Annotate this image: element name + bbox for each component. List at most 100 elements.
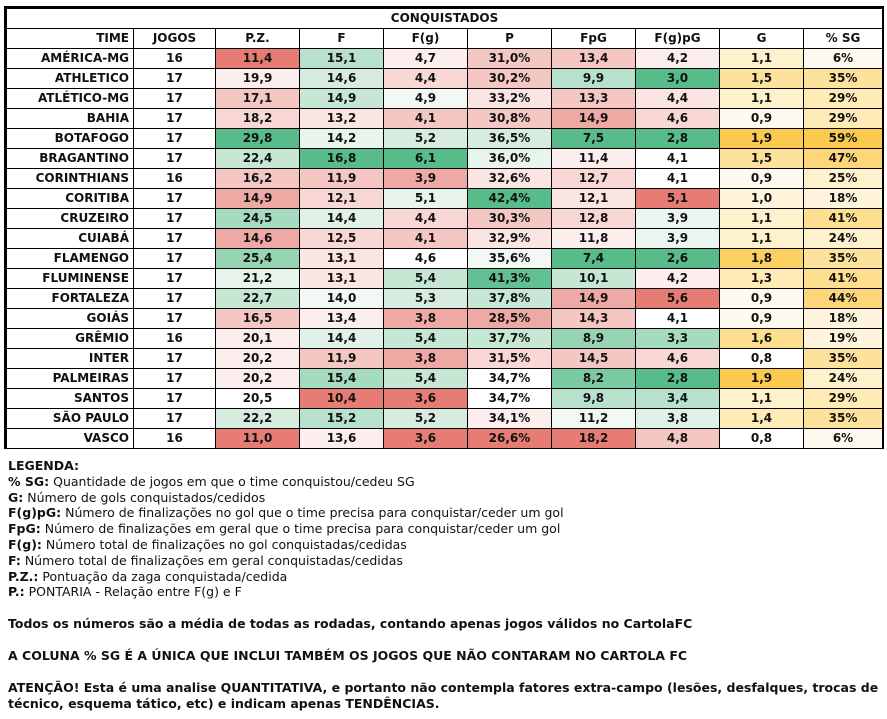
legend-description: PONTARIA - Relação entre F(g) e F xyxy=(24,584,242,600)
legend-key: % SG: xyxy=(8,473,50,489)
table-title: CONQUISTADOS xyxy=(5,8,884,29)
table-cell: 14,9 xyxy=(215,188,300,209)
legend-description: Número total de finalizações no gol conq… xyxy=(41,536,407,552)
table-cell: 13,4 xyxy=(551,48,636,69)
table-cell: 0,9 xyxy=(719,288,804,309)
team-name-cell: CORITIBA xyxy=(6,188,134,209)
table-cell: 22,7 xyxy=(215,288,300,309)
team-name-cell: INTER xyxy=(6,348,134,369)
table-cell: 13,3 xyxy=(551,88,636,109)
table-row: SANTOS 17 20,5 10,4 3,6 34,7% 9,8 3,4 1,1 29% xyxy=(6,388,884,409)
column-header: P xyxy=(467,28,552,49)
table-cell: 17 xyxy=(133,128,216,149)
table-cell: 28,5% xyxy=(467,308,552,329)
table-cell: 1,4 xyxy=(719,408,804,429)
legend-key: F(g): xyxy=(8,536,42,552)
legend-description: Número de finalizações no gol que o time… xyxy=(61,505,564,521)
note-averages: Todos os números são a média de todas as… xyxy=(8,616,693,632)
table-cell: 4,1 xyxy=(635,168,720,189)
legend-description: Número de gols conquistados/cedidos xyxy=(23,489,266,505)
table-cell: 8,9 xyxy=(551,328,636,349)
table-cell: 5,2 xyxy=(383,128,468,149)
team-name-cell: FLUMINENSE xyxy=(6,268,134,289)
table-cell: 20,1 xyxy=(215,328,300,349)
table-cell: 30,3% xyxy=(467,208,552,229)
table-cell: 3,8 xyxy=(635,408,720,429)
table-cell: 6% xyxy=(802,48,884,69)
table-cell: 18,2 xyxy=(551,428,636,449)
table-cell: 47% xyxy=(802,148,884,169)
table-cell: 21,2 xyxy=(215,268,300,289)
note-sg-column: A COLUNA % SG É A ÚNICA QUE INCLUI TAMBÉ… xyxy=(8,648,688,664)
table-cell: 8,2 xyxy=(551,368,636,389)
table-cell: 0,9 xyxy=(719,168,804,189)
table-cell: 29% xyxy=(802,88,884,109)
table-cell: 20,5 xyxy=(215,388,300,409)
table-cell: 13,1 xyxy=(299,268,384,289)
table-cell: 18% xyxy=(802,308,884,329)
table-cell: 11,9 xyxy=(299,168,384,189)
table-cell: 5,4 xyxy=(383,368,468,389)
table-cell: 35% xyxy=(802,68,884,89)
table-cell: 3,6 xyxy=(383,388,468,409)
legend-key: P.: xyxy=(8,584,25,600)
table-cell: 41% xyxy=(802,268,884,289)
table-cell: 16 xyxy=(133,48,216,69)
table-cell: 16,2 xyxy=(215,168,300,189)
table-cell: 17 xyxy=(133,228,216,249)
table-cell: 0,9 xyxy=(719,308,804,329)
table-cell: 12,5 xyxy=(299,228,384,249)
table-cell: 18% xyxy=(802,188,884,209)
column-header: % SG xyxy=(802,28,884,49)
table-cell: 14,6 xyxy=(299,68,384,89)
legend-item: F(g)pG: Número de finalizações no gol qu… xyxy=(8,505,880,521)
table-cell: 15,4 xyxy=(299,368,384,389)
column-header: F(g) xyxy=(383,28,468,49)
table-cell: 17 xyxy=(133,388,216,409)
table-cell: 34,7% xyxy=(467,388,552,409)
table-row: ATHLETICO 17 19,9 14,6 4,4 30,2% 9,9 3,0 1,5 35% xyxy=(6,68,884,89)
table-cell: 12,8 xyxy=(551,208,636,229)
table-cell: 14,9 xyxy=(299,88,384,109)
table-cell: 4,1 xyxy=(635,148,720,169)
table-row: CORINTHIANS 16 16,2 11,9 3,9 32,6% 12,7 4,1 0,9 2… xyxy=(6,168,884,189)
legend-item: FpG: Número de finalizações em geral que… xyxy=(8,521,880,537)
table-row: GOIÁS 17 16,5 13,4 3,8 28,5% 14,3 4,1 0,9 18% xyxy=(6,308,884,329)
table-cell: 29% xyxy=(802,108,884,129)
table-cell: 1,9 xyxy=(719,368,804,389)
stats-table: CONQUISTADOS TIME JOGOS P.Z. F F(g) P FpG F(g)p… xyxy=(5,8,884,449)
legend-description: Quantidade de jogos em que o time conqui… xyxy=(49,473,415,489)
table-cell: 5,2 xyxy=(383,408,468,429)
table-cell: 1,8 xyxy=(719,248,804,269)
table-cell: 14,5 xyxy=(551,348,636,369)
table-cell: 59% xyxy=(802,128,884,149)
table-cell: 24,5 xyxy=(215,208,300,229)
table-cell: 0,8 xyxy=(719,348,804,369)
table-cell: 16 xyxy=(133,428,216,449)
team-name-cell: CRUZEIRO xyxy=(6,208,134,229)
column-header: G xyxy=(719,28,804,49)
table-cell: 17 xyxy=(133,208,216,229)
legend-item: P.Z.: Pontuação da zaga conquistada/cedi… xyxy=(8,569,880,585)
legend-key: P.Z.: xyxy=(8,568,39,584)
legend-item: G: Número de gols conquistados/cedidos xyxy=(8,490,880,506)
column-header: TIME xyxy=(6,28,134,49)
table-cell: 29,8 xyxy=(215,128,300,149)
table-row: BRAGANTINO 17 22,4 16,8 6,1 36,0% 11,4 4,1 1,5 47… xyxy=(6,148,884,169)
table-cell: 1,1 xyxy=(719,88,804,109)
table-cell: 35% xyxy=(802,408,884,429)
table-cell: 18,2 xyxy=(215,108,300,129)
table-cell: 6% xyxy=(802,428,884,449)
team-name-cell: GOIÁS xyxy=(6,308,134,329)
table-cell: 42,4% xyxy=(467,188,552,209)
table-row: CORITIBA 17 14,9 12,1 5,1 42,4% 12,1 5,1 1,0 18% xyxy=(6,188,884,209)
table-cell: 2,8 xyxy=(635,128,720,149)
team-name-cell: SÃO PAULO xyxy=(6,408,134,429)
table-cell: 36,5% xyxy=(467,128,552,149)
table-cell: 5,1 xyxy=(383,188,468,209)
legend-heading: LEGENDA: xyxy=(8,458,80,473)
table-row: CRUZEIRO 17 24,5 14,4 4,4 30,3% 12,8 3,9 1,1 41% xyxy=(6,208,884,229)
table-cell: 4,1 xyxy=(383,108,468,129)
table-cell: 11,9 xyxy=(299,348,384,369)
table-cell: 1,1 xyxy=(719,228,804,249)
